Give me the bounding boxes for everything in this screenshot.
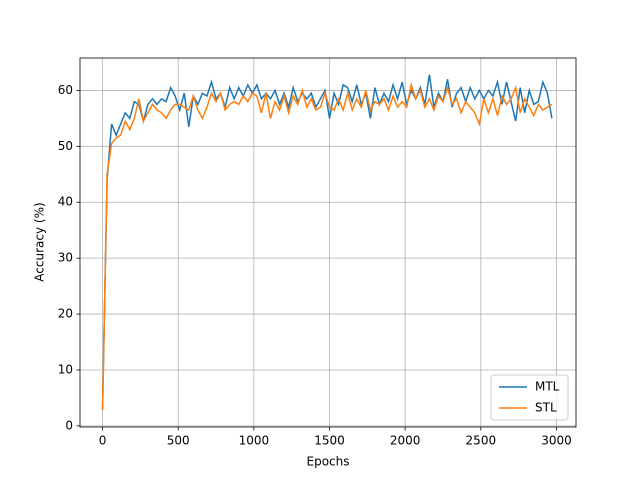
y-tick-label: 30 (58, 251, 73, 265)
x-axis-label: Epochs (307, 455, 350, 469)
x-tick-label: 0 (99, 434, 107, 448)
y-axis-label: Accuracy (%) (33, 202, 47, 281)
y-tick-label: 40 (58, 195, 73, 209)
plot-frame (79, 57, 577, 428)
x-tick-label: 1000 (239, 434, 270, 448)
y-tick-label: 0 (65, 418, 73, 432)
series-line (101, 81, 553, 411)
legend-label: MTL (535, 380, 560, 394)
x-tick-label: 3000 (541, 434, 572, 448)
legend-label: STL (535, 401, 557, 415)
x-tick-label: 1500 (314, 434, 345, 448)
y-tick-label: 50 (58, 139, 73, 153)
series-line (101, 74, 553, 410)
y-tick-label: 20 (58, 307, 73, 321)
y-tick-label: 60 (58, 83, 73, 97)
x-tick-label: 2500 (466, 434, 497, 448)
x-tick-label: 500 (167, 434, 190, 448)
y-tick-label: 10 (58, 362, 73, 376)
x-tick-label: 2000 (390, 434, 421, 448)
